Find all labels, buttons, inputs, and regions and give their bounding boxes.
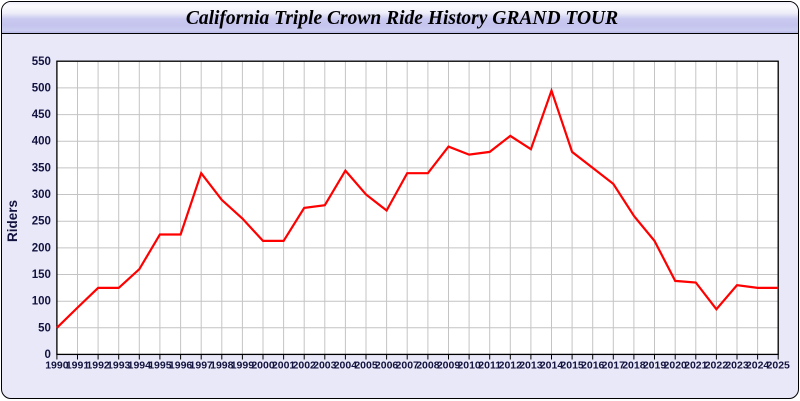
svg-text:150: 150: [32, 269, 51, 281]
svg-text:400: 400: [32, 136, 51, 148]
svg-text:50: 50: [38, 322, 51, 334]
svg-text:2025: 2025: [767, 360, 791, 372]
svg-text:300: 300: [32, 189, 51, 201]
svg-text:200: 200: [32, 242, 51, 254]
svg-text:350: 350: [32, 162, 51, 174]
svg-text:450: 450: [32, 109, 51, 121]
svg-text:550: 550: [32, 56, 51, 68]
svg-text:500: 500: [32, 82, 51, 94]
svg-text:100: 100: [32, 296, 51, 308]
svg-text:250: 250: [32, 216, 51, 228]
